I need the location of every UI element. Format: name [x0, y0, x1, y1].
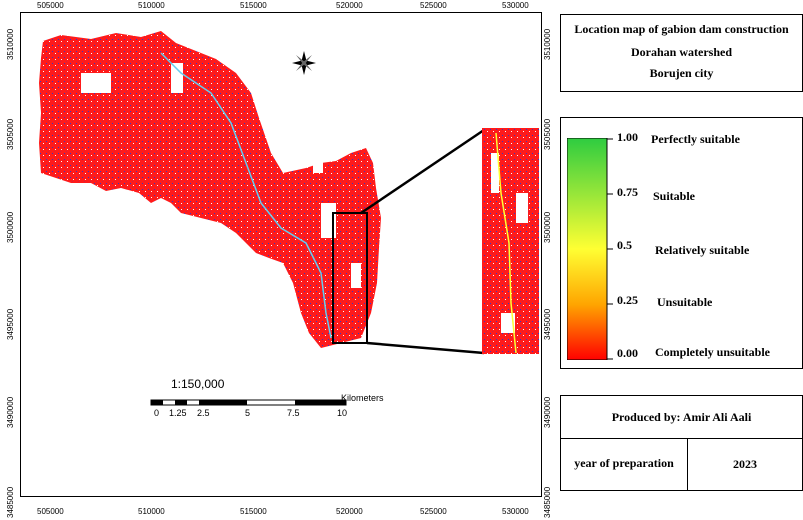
- map-frame: 1:150,000 Kilometers 0 1.25 2.5 5 7.5 10: [20, 12, 542, 497]
- x-tick-top: 530000: [502, 1, 529, 10]
- scale-unit: Kilometers: [341, 393, 384, 403]
- stream-line: [160, 52, 332, 339]
- legend-label: Completely unsuitable: [655, 345, 771, 359]
- y-tick-left: 3495000: [6, 308, 15, 340]
- legend-label: Relatively suitable: [655, 243, 750, 257]
- title-panel: Location map of gabion dam construction …: [560, 14, 803, 92]
- y-tick-left: 3510000: [6, 28, 15, 60]
- x-tick-top: 525000: [420, 1, 447, 10]
- legend-value: 1.00: [617, 130, 638, 144]
- scale-tick-label: 5: [245, 408, 251, 418]
- y-tick-left: 3500000: [6, 211, 15, 243]
- y-tick-right: 3500000: [543, 211, 552, 243]
- legend-value: 0.00: [617, 346, 638, 360]
- x-tick-top: 505000: [37, 1, 64, 10]
- watershed-name: Dorahan watershed: [631, 45, 732, 59]
- y-tick-right: 3505000: [543, 118, 552, 150]
- credits-vdivider: [687, 438, 688, 490]
- x-tick-bottom: 525000: [420, 507, 447, 516]
- x-tick-bottom: 515000: [240, 507, 267, 516]
- map-gap: [313, 153, 323, 173]
- credits-divider: [561, 438, 802, 439]
- y-tick-left: 3505000: [6, 118, 15, 150]
- north-arrow-icon: [292, 51, 316, 75]
- map-title: Location map of gabion dam construction: [574, 22, 789, 36]
- year-value: 2023: [733, 457, 757, 471]
- map-gap: [81, 73, 111, 93]
- y-tick-right: 3485000: [543, 486, 552, 518]
- legend-panel: 1.00 Perfectly suitable 0.75 Suitable 0.…: [560, 117, 803, 369]
- legend-value: 0.25: [617, 293, 638, 307]
- produced-by: Produced by: Amir Ali Aali: [611, 410, 752, 424]
- x-tick-bottom: 505000: [37, 507, 64, 516]
- scale-tick-label: 7.5: [287, 408, 300, 418]
- x-tick-top: 510000: [138, 1, 165, 10]
- x-tick-top: 515000: [240, 1, 267, 10]
- legend-value: 0.5: [617, 238, 632, 252]
- legend-label: Unsuitable: [657, 295, 713, 309]
- x-tick-bottom: 530000: [502, 507, 529, 516]
- y-tick-right: 3510000: [543, 28, 552, 60]
- legend-label: Suitable: [653, 189, 696, 203]
- scale-tick-label: 10: [337, 408, 348, 418]
- legend-label: Perfectly suitable: [651, 132, 740, 146]
- city-name: Borujen city: [649, 66, 714, 80]
- scale-tick-label: 2.5: [197, 408, 210, 418]
- y-tick-right: 3490000: [543, 396, 552, 428]
- scale-tick-label: 1.25: [169, 408, 187, 418]
- x-tick-bottom: 510000: [138, 507, 165, 516]
- inset-gap: [501, 313, 515, 333]
- suitability-map: [39, 31, 539, 406]
- watershed-area: [39, 31, 381, 348]
- legend-value: 0.75: [617, 185, 638, 199]
- y-tick-right: 3495000: [543, 308, 552, 340]
- x-tick-bottom: 520000: [336, 507, 363, 516]
- scale-ratio: 1:150,000: [171, 377, 225, 391]
- map-gap: [351, 263, 361, 288]
- credits-panel: Produced by: Amir Ali Aali year of prepa…: [560, 395, 803, 491]
- y-tick-left: 3490000: [6, 396, 15, 428]
- scale-bar: [150, 399, 347, 406]
- inset-gap: [516, 193, 528, 223]
- x-tick-top: 520000: [336, 1, 363, 10]
- map-gap: [171, 63, 183, 93]
- scale-tick-label: 0: [154, 408, 160, 418]
- zoom-connector: [360, 128, 485, 215]
- y-tick-left: 3485000: [6, 486, 15, 518]
- year-label: year of preparation: [574, 456, 674, 470]
- inset-gap: [491, 153, 499, 193]
- inset-stream: [495, 132, 517, 354]
- zoom-box: [332, 212, 368, 344]
- legend-ramp: [567, 138, 613, 360]
- zoom-connector: [366, 341, 485, 355]
